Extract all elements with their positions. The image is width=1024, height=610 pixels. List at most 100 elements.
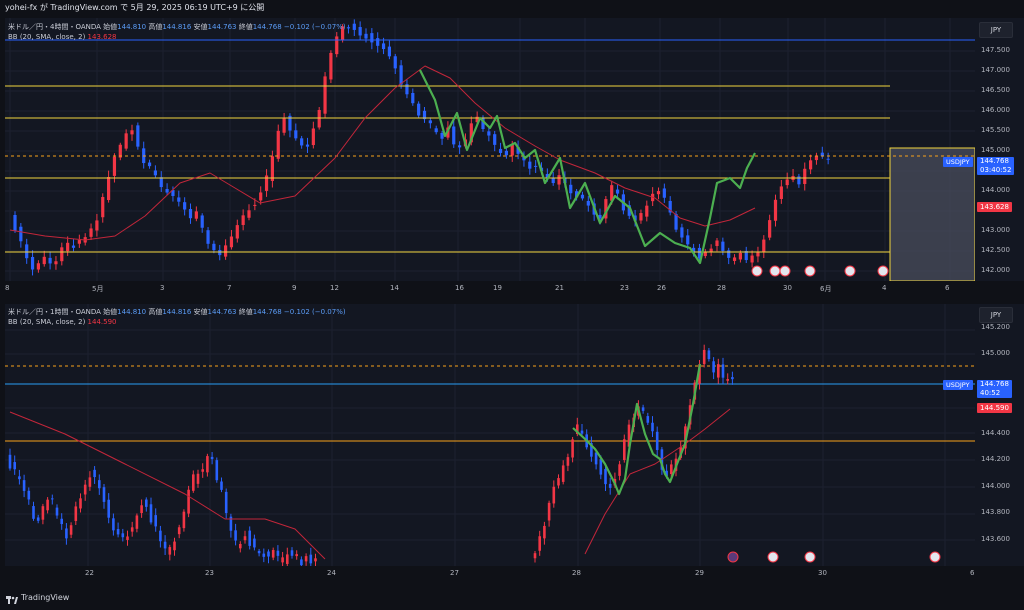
- price-axis-1h[interactable]: JPY 145.200 145.000 144.400 144.200 144.000 1…: [975, 304, 1024, 566]
- candle-4h: [785, 179, 789, 186]
- candle-1h: [149, 504, 153, 523]
- candle-1h: [88, 477, 92, 487]
- price-tick: 144.400: [981, 429, 1010, 437]
- bb-basis-line: [9, 65, 756, 241]
- candle-4h: [358, 27, 362, 36]
- candle-4h: [768, 220, 772, 238]
- candle-4h: [147, 162, 152, 167]
- candle-4h: [159, 177, 163, 188]
- candle-4h: [305, 144, 310, 147]
- candle-1h: [618, 464, 621, 476]
- price-tick: 147.500: [981, 46, 1010, 54]
- candle-4h: [727, 250, 731, 258]
- candle-1h: [121, 533, 125, 538]
- chart-canvas-1h[interactable]: [5, 304, 975, 566]
- candle-4h: [487, 131, 491, 136]
- candle-1h: [140, 505, 143, 514]
- candle-4h: [30, 256, 35, 270]
- symbol-legend-4h: 米ドル／円・4時間・OANDA 始値144.810 高値144.816 安値14…: [8, 23, 346, 31]
- candle-4h: [615, 189, 620, 194]
- symbol-tag-4h: USDJPY: [943, 157, 973, 167]
- last-price-label-1h: 144.768 40:52: [977, 380, 1012, 398]
- price-tick: 143.600: [981, 535, 1010, 543]
- candle-1h: [267, 551, 270, 557]
- event-flag-icon: [804, 265, 816, 277]
- candle-4h: [194, 211, 198, 219]
- candle-4h: [60, 247, 64, 262]
- candle-4h: [36, 263, 40, 270]
- time-tick: 3: [160, 284, 165, 292]
- candle-4h: [42, 256, 46, 265]
- candle-1h: [608, 483, 612, 488]
- candle-1h: [8, 454, 12, 469]
- candle-1h: [304, 556, 308, 562]
- candle-4h: [498, 148, 503, 153]
- wave-line-green: [572, 363, 702, 496]
- price-tick: 144.000: [981, 186, 1010, 194]
- candle-4h: [814, 155, 819, 161]
- candle-1h: [126, 536, 129, 540]
- candle-4h: [551, 178, 555, 184]
- candle-4h: [188, 208, 193, 219]
- candle-4h: [656, 191, 661, 195]
- price-tick: 147.000: [981, 66, 1010, 74]
- candle-1h: [314, 558, 317, 562]
- candle-4h: [686, 235, 690, 245]
- candle-1h: [65, 528, 68, 539]
- event-flag-icon: [767, 551, 779, 563]
- candle-1h: [74, 506, 78, 521]
- candle-1h: [731, 377, 734, 380]
- candle-1h: [201, 469, 204, 472]
- candle-4h: [504, 150, 508, 156]
- candle-4h: [118, 144, 122, 158]
- candle-1h: [604, 469, 607, 485]
- time-tick: 21: [555, 284, 564, 292]
- symbol-tag-1h: USDJPY: [943, 380, 973, 390]
- candle-4h: [381, 43, 386, 50]
- currency-button-1h[interactable]: JPY: [979, 307, 1013, 323]
- candle-4h: [575, 191, 579, 198]
- price-tick: 142.500: [981, 246, 1010, 254]
- candle-1h: [594, 452, 598, 465]
- time-tick: 28: [572, 569, 581, 577]
- time-tick: 19: [493, 284, 502, 292]
- candle-4h: [756, 252, 760, 257]
- candle-4h: [750, 255, 754, 263]
- candle-1h: [707, 350, 711, 360]
- candle-4h: [341, 26, 345, 41]
- candle-4h: [177, 197, 181, 202]
- candle-4h: [762, 239, 766, 252]
- price-axis-4h[interactable]: JPY 147.500 147.000 146.500 146.000 145.500 1…: [975, 18, 1024, 281]
- price-tick: 144.200: [981, 455, 1010, 463]
- time-tick: 24: [327, 569, 336, 577]
- candle-1h: [55, 507, 59, 516]
- candle-4h: [153, 170, 157, 176]
- candle-1h: [27, 490, 31, 500]
- candle-4h: [534, 165, 538, 167]
- candle-1h: [253, 538, 256, 548]
- candle-4h: [317, 110, 321, 128]
- time-tick: 8: [5, 284, 10, 292]
- time-tick: 23: [620, 284, 629, 292]
- chart-canvas-4h[interactable]: [5, 18, 975, 281]
- candle-1h: [116, 529, 120, 535]
- candle-4h: [71, 245, 76, 248]
- chart-pane-4h[interactable]: 米ドル／円・4時間・OANDA 始値144.810 高値144.816 安値14…: [5, 18, 975, 281]
- event-flag-icon: [751, 265, 763, 277]
- candle-1h: [102, 487, 106, 502]
- candle-4h: [411, 92, 415, 104]
- candle-4h: [510, 144, 514, 156]
- currency-button-4h[interactable]: JPY: [979, 22, 1013, 38]
- time-tick: 29: [695, 569, 704, 577]
- publish-header: yohei-fx が TradingView.com で 5月 29, 2025…: [0, 0, 1024, 16]
- chart-pane-1h[interactable]: 米ドル／円・1時間・OANDA 始値144.810 高値144.816 安値14…: [5, 304, 975, 566]
- candle-4h: [171, 190, 175, 196]
- candle-1h: [41, 506, 45, 520]
- candle-1h: [130, 527, 134, 532]
- time-tick: 22: [85, 569, 94, 577]
- time-tick: 6: [970, 569, 975, 577]
- candle-4h: [77, 240, 81, 244]
- time-axis-4h[interactable]: 8 5月 3 7 9 12 14 16 19 21 23 26 28 30 6月 4 6: [5, 283, 975, 295]
- time-axis-1h[interactable]: 22 23 24 27 28 29 30 6: [5, 568, 975, 580]
- candle-1h: [712, 361, 715, 373]
